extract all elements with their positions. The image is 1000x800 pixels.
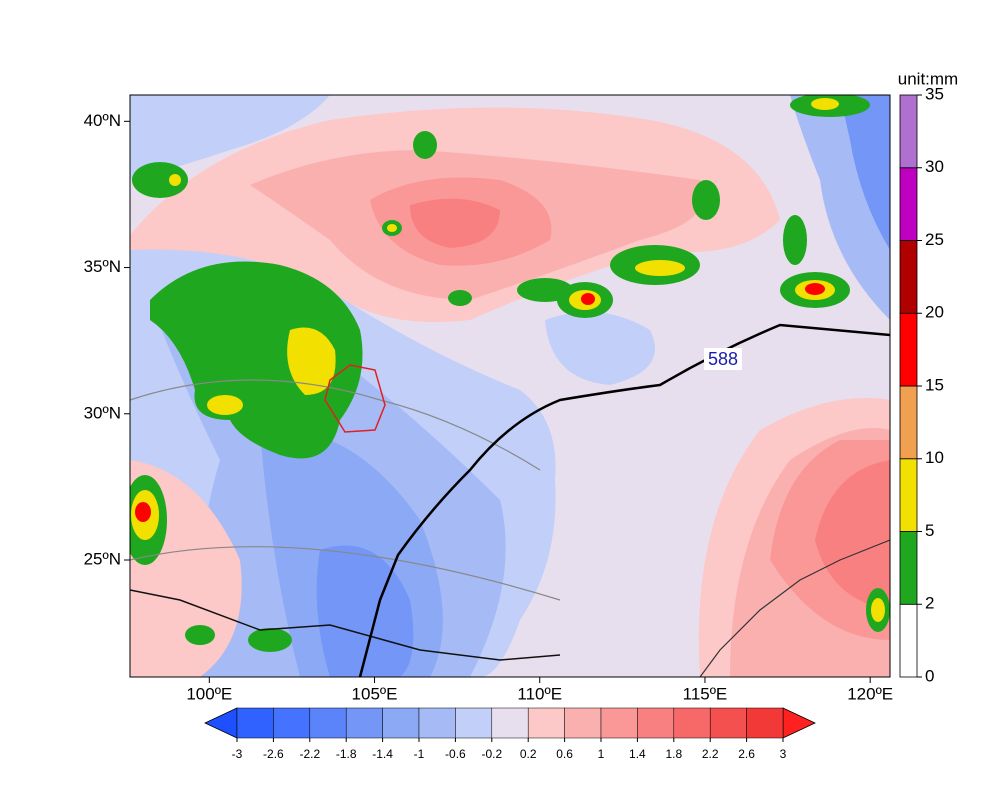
y-tick-label: 30ºN — [84, 403, 121, 422]
map-frame — [129, 94, 891, 678]
precip-swatch — [899, 94, 918, 169]
precip-swatch — [899, 603, 918, 678]
anomaly-tick-label: 2.2 — [702, 747, 719, 761]
precip-tick-label: 0 — [925, 666, 934, 685]
anomaly-tick-label: 1.4 — [629, 747, 646, 761]
anomaly-tick-label: 2.6 — [738, 747, 755, 761]
anomaly-swatch — [600, 707, 638, 739]
anomaly-tick-label: -0.6 — [445, 747, 466, 761]
precip-tick-label: 20 — [925, 303, 944, 322]
y-tick-label: 25ºN — [84, 549, 121, 568]
anomaly-tick-label: -0.2 — [481, 747, 502, 761]
anomaly-swatch — [709, 707, 747, 739]
anomaly-tick-label: 3 — [780, 747, 787, 761]
extend-high — [782, 707, 816, 739]
x-tick-label: 105ºE — [352, 684, 398, 703]
anomaly-tick-label: -3 — [232, 747, 243, 761]
anomaly-swatch — [746, 707, 784, 739]
anomaly-swatch — [455, 707, 493, 739]
anomaly-tick-label: -2.6 — [263, 747, 284, 761]
anomaly-swatch — [527, 707, 565, 739]
anomaly-swatch — [418, 707, 456, 739]
anomaly-swatch — [491, 707, 529, 739]
anomaly-tick-label: -1 — [414, 747, 425, 761]
colorbar-unit: unit:mm — [898, 69, 958, 88]
x-tick-label: 110ºE — [517, 684, 562, 703]
anomaly-tick-label: 1.8 — [665, 747, 682, 761]
precip-tick-label: 5 — [925, 521, 934, 540]
anomaly-swatch — [273, 707, 311, 739]
precip-tick-label: 30 — [925, 157, 944, 176]
anomaly-swatch — [309, 707, 347, 739]
anomaly-tick-label: -1.8 — [336, 747, 357, 761]
precip-swatch — [899, 385, 918, 460]
x-tick-label: 100ºE — [186, 684, 232, 703]
anomaly-tick-label: 1 — [598, 747, 605, 761]
precip-tick-label: 15 — [925, 375, 944, 394]
precip-tick-label: 2 — [925, 594, 934, 613]
anomaly-tick-label: 0.6 — [556, 747, 573, 761]
anomaly-swatch — [236, 707, 274, 739]
y-tick-label: 40ºN — [84, 111, 121, 130]
y-tick-label: 35ºN — [84, 257, 121, 276]
anomaly-swatch — [673, 707, 711, 739]
precip-tick-label: 35 — [925, 84, 944, 103]
x-tick-label: 120ºE — [847, 684, 893, 703]
anomaly-swatch — [637, 707, 675, 739]
anomaly-tick-label: -2.2 — [299, 747, 320, 761]
anomaly-swatch — [345, 707, 383, 739]
anomaly-swatch — [564, 707, 602, 739]
x-tick-label: 115ºE — [683, 684, 728, 703]
precip-swatch — [899, 458, 918, 532]
map-field — [130, 95, 890, 677]
anomaly-swatch — [382, 707, 420, 739]
precip-swatch — [899, 531, 918, 605]
precip-swatch — [899, 240, 918, 314]
precip-tick-label: 25 — [925, 230, 944, 249]
precip-swatch — [899, 312, 918, 387]
extend-low — [204, 707, 238, 739]
anomaly-tick-label: 0.2 — [520, 747, 537, 761]
precip-swatch — [899, 167, 918, 241]
contour-label: 588 — [708, 349, 738, 369]
precip-tick-label: 10 — [925, 448, 944, 467]
anomaly-tick-label: -1.4 — [372, 747, 393, 761]
contour-label-bg — [704, 348, 742, 370]
